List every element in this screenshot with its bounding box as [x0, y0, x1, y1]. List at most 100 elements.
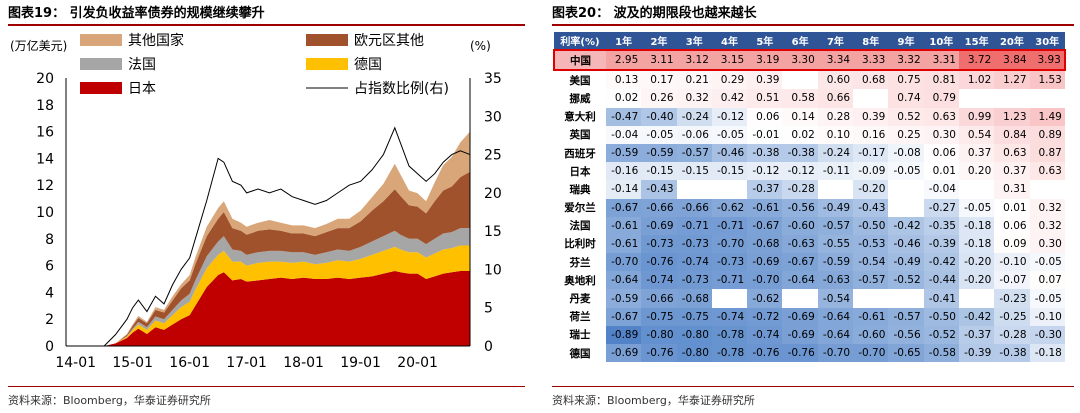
heatmap-cell [782, 289, 818, 308]
area-series [66, 270, 470, 346]
heatmap-cell: 0.14 [782, 107, 818, 126]
heatmap-cell: -0.59 [606, 143, 642, 163]
heatmap-cell: 3.30 [782, 48, 818, 72]
heatmap-cell: -0.42 [958, 307, 995, 326]
heatmap-cell: -0.64 [782, 271, 818, 290]
heatmap-cell [711, 289, 748, 308]
heatmap-cell [1029, 89, 1065, 108]
heatmap-cell: -0.12 [747, 162, 783, 181]
right-y-tick-label: 25 [484, 148, 502, 164]
heatmap-cell: -0.20 [853, 180, 889, 199]
left-y-tick-label: 10 [36, 205, 54, 221]
heatmap-cell: -0.57 [853, 271, 889, 290]
heatmap-column-header: 10年 [923, 32, 959, 50]
heatmap-cell [782, 70, 818, 90]
heatmap-cell: 0.32 [1029, 216, 1065, 235]
heatmap-cell: -0.70 [711, 234, 748, 254]
heatmap-cell: -0.67 [606, 307, 642, 326]
heatmap-cell: 0.60 [817, 70, 854, 90]
left-y-tick-label: 8 [45, 232, 54, 248]
heatmap-cell: -0.27 [923, 198, 959, 217]
heatmap-cell: -0.18 [958, 216, 995, 235]
heatmap-column-header: 20年 [994, 32, 1030, 50]
heatmap-cell: -0.59 [641, 143, 677, 163]
heatmap-cell: -0.06 [676, 125, 712, 144]
heatmap-cell: -0.68 [676, 289, 712, 308]
heatmap-cell: 0.68 [853, 70, 889, 90]
heatmap-cell: 0.06 [923, 143, 959, 163]
heatmap-cell: -0.67 [606, 198, 642, 217]
left-y-tick-label: 20 [36, 71, 54, 87]
heatmap-row: 比利时 -0.61 -0.73 -0.73 -0.70 -0.68 -0.63 -0.55 -0… [554, 234, 1065, 254]
heatmap-cell [958, 289, 995, 308]
heatmap-cell: 0.84 [994, 125, 1030, 144]
heatmap-cell: -0.69 [641, 216, 677, 235]
heatmap-cell: -0.38 [747, 143, 783, 163]
left-y-tick-label: 14 [36, 151, 54, 167]
area-series [66, 245, 470, 346]
heatmap-cell: -0.78 [711, 325, 748, 344]
heatmap-cell: 0.66 [817, 89, 854, 108]
left-y-tick-label: 2 [45, 312, 54, 328]
heatmap-cell: -0.38 [994, 344, 1030, 363]
heatmap-row: 德国 -0.69 -0.76 -0.80 -0.78 -0.76 -0.76 -0.70 -0.… [554, 344, 1065, 363]
heatmap-cell: 0.17 [641, 70, 677, 90]
heatmap-cell: -0.76 [782, 344, 818, 363]
heatmap-cell: -0.55 [817, 234, 854, 254]
legend-swatch [80, 82, 122, 94]
heatmap-cell: 0.37 [994, 162, 1030, 181]
heatmap-cell: 0.16 [853, 125, 889, 144]
heatmap-cell: 1.27 [994, 70, 1030, 90]
heatmap-cell: -0.24 [676, 107, 712, 126]
heatmap-row: 中国 2.95 3.11 3.12 3.15 3.19 3.30 3.34 3.33 3.32 3.… [553, 48, 1066, 72]
heatmap-cell: -0.23 [994, 289, 1030, 308]
legend-swatch [80, 58, 122, 70]
heatmap-cell: -0.42 [923, 253, 959, 272]
heatmap-row: 丹麦 -0.59 -0.66 -0.68 -0.62 -0.54 -0.41 -0.23 -0.… [554, 289, 1065, 308]
heatmap-cell: 3.15 [711, 48, 748, 72]
heatmap-cell: -0.46 [888, 234, 924, 254]
heatmap-cell: 3.32 [888, 48, 924, 72]
area-series [66, 228, 470, 346]
heatmap-row-label: 美国 [554, 70, 606, 90]
area-series [66, 171, 470, 346]
legend-label: 德国 [354, 57, 382, 73]
heatmap-cell [994, 89, 1030, 108]
heatmap-cell: -0.49 [888, 253, 924, 272]
heatmap-cell: -0.15 [676, 162, 712, 181]
heatmap-column-header: 8年 [853, 32, 889, 50]
heatmap-cell: -0.37 [747, 180, 783, 199]
heatmap-cell: -0.69 [782, 325, 818, 344]
area-chart: (万亿美元) (%) 0 2 4 6 8 10 12 14 16 18 20 0 5 10 15 20 25 30 35… [10, 32, 502, 371]
heatmap-row: 瑞典 -0.14 -0.43 -0.37 -0.28 -0.20 -0.04 0.31 [554, 180, 1065, 199]
heatmap-cell: 0.02 [782, 125, 818, 144]
heatmap-cell: -0.04 [606, 125, 642, 144]
heatmap-column-header: 9年 [888, 32, 924, 50]
heatmap-cell: -0.15 [711, 162, 748, 181]
heatmap-cell [676, 180, 712, 199]
right-y-tick-label: 0 [484, 339, 493, 355]
heatmap-cell: -0.49 [817, 198, 854, 217]
heatmap-cell: 1.02 [958, 70, 995, 90]
heatmap-cell: -0.57 [676, 143, 712, 163]
heatmap-row: 爱尔兰 -0.67 -0.66 -0.66 -0.62 -0.61 -0.56 -0.49 -0… [554, 198, 1065, 217]
heatmap-cell: -0.35 [923, 216, 959, 235]
heatmap-cell: 3.19 [747, 48, 783, 72]
heatmap-cell: 0.31 [994, 180, 1030, 199]
heatmap-cell: -0.05 [888, 162, 924, 181]
heatmap-cell: -0.71 [711, 216, 748, 235]
heatmap-cell: 0.20 [958, 162, 995, 181]
heatmap-cell: -0.38 [782, 143, 818, 163]
heatmap-cell: -0.30 [1029, 325, 1065, 344]
heatmap-cell [888, 180, 924, 199]
heatmap-cell: 3.31 [923, 48, 959, 72]
heatmap-cell: -0.53 [853, 234, 889, 254]
heatmap-cell: -0.05 [641, 125, 677, 144]
left-y-tick-label: 6 [45, 259, 54, 275]
heatmap-cell: 0.26 [641, 89, 677, 108]
heatmap-cell: -0.76 [641, 253, 677, 272]
right-y-tick-label: 35 [484, 71, 502, 87]
heatmap-column-header: 30年 [1029, 32, 1065, 50]
heatmap-cell: -0.78 [711, 344, 748, 363]
heatmap-cell: -0.58 [923, 344, 959, 363]
